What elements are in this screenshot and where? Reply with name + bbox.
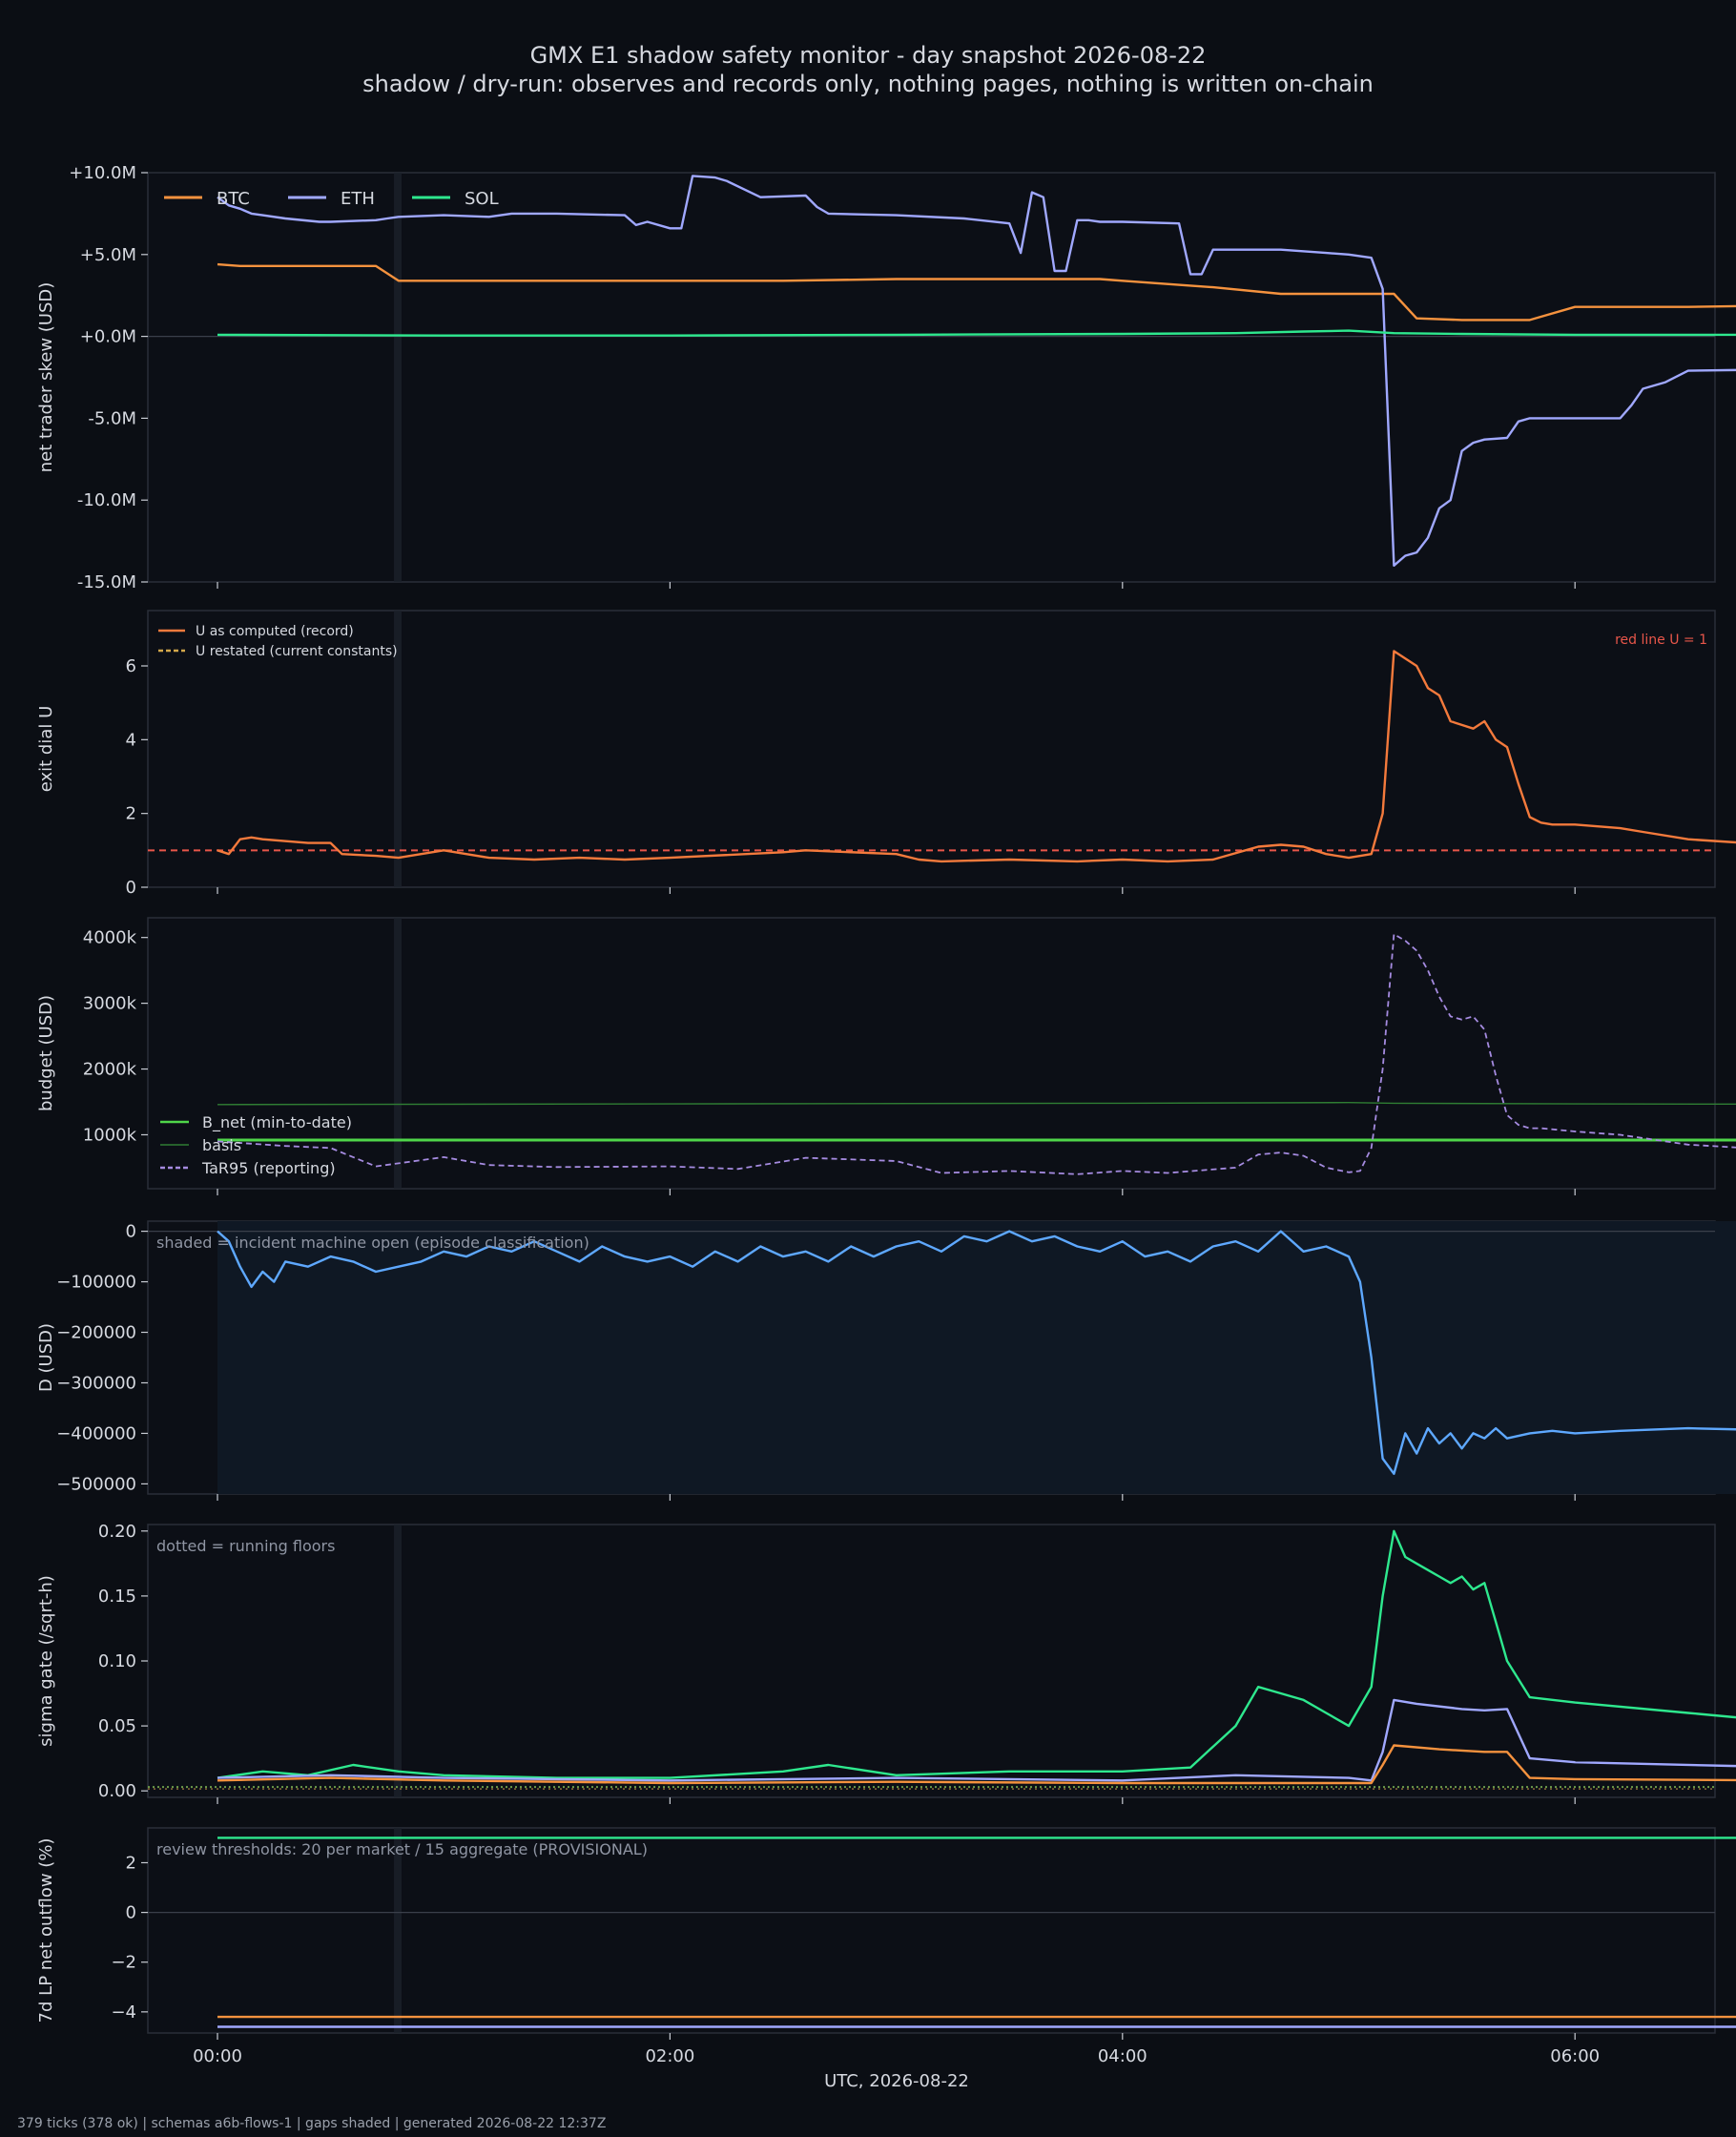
y-tick-label: −4 [111, 2002, 136, 2023]
legend-label: TaR95 (reporting) [201, 1159, 336, 1177]
y-tick-label: 1000k [83, 1125, 137, 1145]
panel-frame [147, 610, 1716, 888]
y-tick-label: −400000 [56, 1423, 136, 1443]
y-tick-label: 0 [126, 1903, 136, 1923]
x-tick-label: 02:00 [645, 2046, 694, 2066]
series-line-btc [217, 1744, 1736, 1785]
y-tick-label: 0.20 [98, 1522, 136, 1542]
y-tick-label: −2 [111, 1953, 136, 1973]
legend-label: B_net (min-to-date) [202, 1113, 352, 1132]
series-line-eth [217, 1698, 1736, 1782]
series-line-eth [217, 175, 1736, 567]
panel-5: 0.00 0.05 0.10 0.15 0.20 sigma gate (/sqrt-h)… [36, 1522, 1736, 1804]
series-line-tar95-reporting- [217, 933, 1736, 1175]
panel-note: dotted = running floors [156, 1537, 335, 1555]
panel-frame [147, 917, 1716, 1190]
y-tick-label: 2 [126, 804, 136, 824]
legend-label: ETH [341, 189, 375, 209]
legend-label: U as computed (record) [196, 624, 354, 639]
y-tick-label: +0.0M [80, 327, 136, 347]
y-tick-label: 2000k [83, 1060, 137, 1080]
x-tick-label: 00:00 [193, 2046, 242, 2066]
panel-1: +10.0M +5.0M +0.0M -5.0M -10.0M -15.0M net tra… [36, 163, 1736, 592]
y-tick-label: -15.0M [77, 572, 136, 592]
legend-label: basis [202, 1136, 241, 1154]
panel-note: review thresholds: 20 per market / 15 ag… [156, 1840, 648, 1858]
panels: +10.0M +5.0M +0.0M -5.0M -10.0M -15.0M net tra… [36, 163, 1736, 2066]
panel-frame [147, 1524, 1716, 1798]
gap-band [394, 173, 403, 582]
panel-6: 20−2−400:0002:0004:0006:0008:0010:0012:0… [36, 1827, 1736, 2066]
y-tick-label: 4 [126, 730, 136, 750]
y-tick-label: 0 [126, 1222, 136, 1242]
y-tick-label: 0.10 [98, 1651, 136, 1671]
legend-label: U restated (current constants) [196, 644, 398, 659]
x-axis-label: UTC, 2026-08-22 [824, 2071, 969, 2091]
legend-label: BTC [217, 189, 250, 209]
y-tick-label: 3000k [83, 994, 137, 1014]
y-axis-label: budget (USD) [36, 995, 56, 1111]
y-axis-label: exit dial U [36, 706, 56, 793]
y-axis-label: sigma gate (/sqrt-h) [36, 1575, 56, 1747]
y-axis-label: net trader skew (USD) [36, 282, 56, 473]
y-tick-label: −100000 [56, 1273, 136, 1293]
figure-title: GMX E1 shadow safety monitor - day snaps… [530, 42, 1207, 69]
legend-label: SOL [465, 189, 499, 209]
y-tick-label: 0 [126, 878, 136, 898]
gap-band [394, 918, 403, 1189]
figure-subtitle: shadow / dry-run: observes and records o… [362, 71, 1374, 97]
y-tick-label: -10.0M [77, 490, 136, 510]
gap-band [394, 1525, 403, 1797]
series-line-sol [217, 329, 1736, 337]
y-axis-label: 7d LP net outflow (%) [36, 1838, 56, 2023]
y-tick-label: −300000 [56, 1373, 136, 1393]
y-tick-label: 6 [126, 656, 136, 676]
series-line-sol [217, 1529, 1736, 1779]
y-axis-label: D (USD) [36, 1323, 56, 1392]
y-tick-label: 0.00 [98, 1781, 136, 1801]
panel-3: 1000k 2000k 3000k 4000k budget (USD) B_net (m… [36, 917, 1736, 1195]
x-tick-label: 04:00 [1098, 2046, 1147, 2066]
footer-status: 379 ticks (378 ok) | schemas a6b-flows-1… [17, 2116, 606, 2131]
gap-band [394, 611, 403, 887]
panel-frame [147, 1827, 1716, 2034]
y-tick-label: 0.15 [98, 1587, 136, 1607]
series-line-btc [217, 262, 1736, 322]
red-line-annotation: red line U = 1 [1615, 633, 1707, 648]
y-tick-label: +5.0M [80, 245, 136, 265]
y-tick-label: −200000 [56, 1323, 136, 1343]
y-tick-label: 0.05 [98, 1716, 136, 1736]
panel-2: 0 2 4 6 exit dial U U as computed (record) U r… [36, 610, 1736, 898]
panel-note: shaded = incident machine open (episode … [156, 1234, 589, 1252]
x-tick-label: 06:00 [1550, 2046, 1600, 2066]
y-tick-label: 2 [126, 1853, 136, 1873]
panel-4: 0 −100000 −200000 −300000 −400000 −500000 D (U… [36, 1220, 1736, 1501]
incident-shade [217, 1221, 1736, 1494]
y-tick-label: +10.0M [69, 163, 136, 183]
y-tick-label: -5.0M [88, 408, 136, 428]
series-line-basis [217, 1102, 1736, 1106]
series-line-u-as-computed-record- [217, 650, 1736, 863]
y-tick-label: 4000k [83, 928, 137, 948]
y-tick-label: −500000 [56, 1474, 136, 1494]
series-line-d [217, 1230, 1736, 1475]
panel-frame [147, 172, 1716, 583]
gap-band [394, 1828, 403, 2033]
